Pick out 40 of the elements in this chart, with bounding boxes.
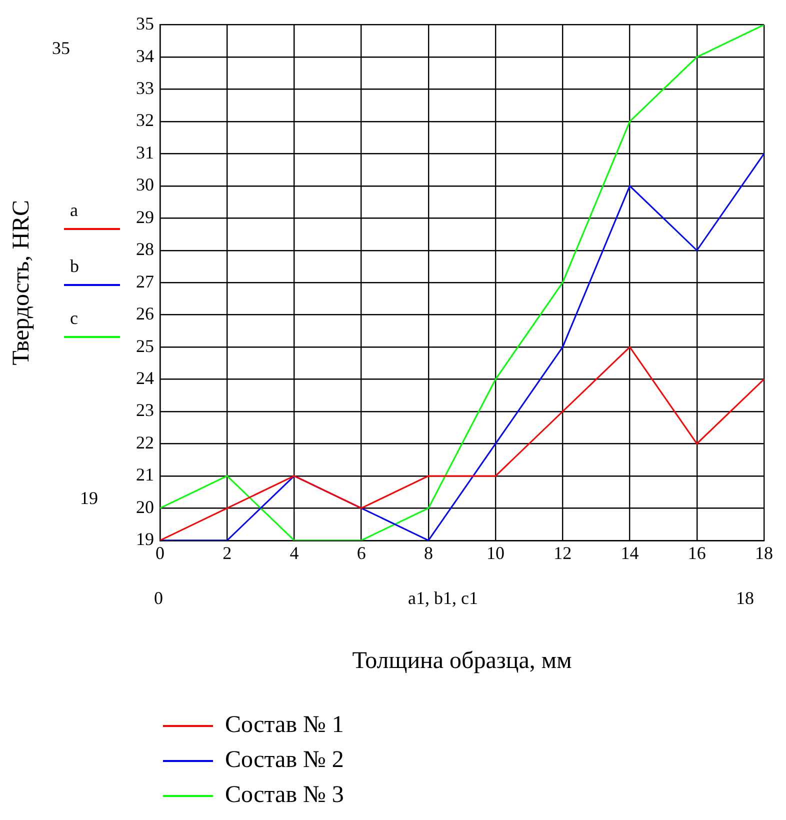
legend-label: Состав № 2 (225, 747, 344, 774)
y-tick-label: 31 (136, 142, 154, 162)
text: 18 (736, 588, 754, 609)
text: 19 (79, 488, 98, 509)
y-tick-label: 35 (136, 14, 154, 34)
x-tick-label: 16 (688, 542, 706, 563)
x-axis-title: Толщина образца, мм (351, 648, 573, 675)
y-tick-label: 20 (136, 496, 154, 517)
x-tick-label: 6 (356, 542, 366, 563)
y-tick-label: 24 (136, 368, 154, 388)
x-tick-label: 2 (222, 542, 232, 563)
y-tick-label: 34 (136, 46, 154, 66)
y-tick-label: 32 (136, 110, 154, 130)
x-tick-label: 14 (620, 542, 639, 563)
x-tick-label: 10 (486, 542, 505, 563)
text: b (70, 256, 79, 277)
legend-label: Состав № 1 (225, 712, 344, 739)
x-tick-label: 12 (554, 542, 572, 563)
text: c (70, 308, 78, 329)
y-tick-label: 23 (136, 400, 154, 420)
text: a1, b1, c1 (408, 588, 478, 609)
x-tick-label: 18 (755, 542, 773, 563)
y-tick-label: 29 (136, 206, 154, 227)
text: 35 (51, 38, 70, 59)
legend-label: Состав № 3 (225, 782, 344, 809)
text: a (70, 200, 78, 221)
y-tick-label: 28 (136, 239, 154, 260)
y-tick-label: 27 (136, 271, 154, 292)
y-tick-label: 25 (136, 336, 154, 356)
x-tick-label: 8 (424, 542, 433, 563)
x-tick-label: 0 (156, 542, 164, 563)
x-tick-label: 4 (290, 542, 299, 563)
y-tick-label: 21 (136, 464, 154, 485)
text: 0 (154, 588, 163, 609)
y-axis-title: Твердость, HRC (8, 200, 35, 366)
y-tick-label: 22 (136, 432, 154, 452)
y-tick-label: 26 (136, 304, 154, 324)
y-tick-label: 30 (136, 174, 154, 195)
y-tick-label: 33 (136, 78, 154, 98)
y-tick-label: 19 (136, 529, 154, 550)
